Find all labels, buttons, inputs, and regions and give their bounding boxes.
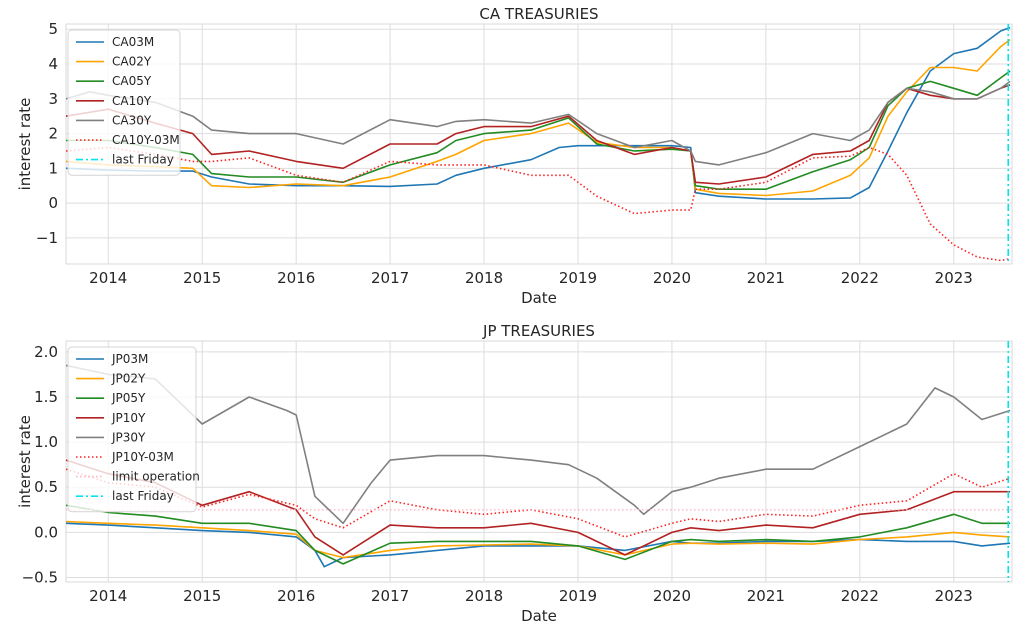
chart-title: JP TREASURIES xyxy=(482,322,595,340)
y-axis-label: interest rate xyxy=(16,98,34,191)
chart-title: CA TREASURIES xyxy=(479,5,598,23)
plot-series-group xyxy=(66,24,1011,264)
y-axis-label: interest rate xyxy=(16,415,34,508)
x-tick-label: 2018 xyxy=(465,587,503,605)
x-tick-label: 2021 xyxy=(747,587,785,605)
x-tick-label: 2016 xyxy=(277,587,315,605)
x-tick-label: 2022 xyxy=(841,269,879,287)
x-tick-label: 2021 xyxy=(747,269,785,287)
x-tick-label: 2014 xyxy=(89,269,127,287)
x-tick-label: 2022 xyxy=(841,587,879,605)
series-line-ca30y xyxy=(66,80,1011,166)
series-line-jp05y xyxy=(66,504,1011,565)
legend-label-limit-operation: limit operation xyxy=(112,470,200,484)
series-line-jp10y xyxy=(66,459,1011,556)
x-tick-label: 2023 xyxy=(935,587,973,605)
chart-jp-treasuries: −0.5 0.0 0.5 1.0 1.5 2.0 2014 2015 2016 2017 2018 2… xyxy=(16,322,1013,625)
y-tick-label: 5 xyxy=(48,20,58,38)
x-axis-label: Date xyxy=(521,289,557,307)
y-tick-label: 0.5 xyxy=(34,478,58,496)
x-axis-label: Date xyxy=(521,607,557,625)
legend-label-jp02y: JP02Y xyxy=(111,372,146,386)
x-tick-label: 2014 xyxy=(89,587,127,605)
legend-label-jp10y-03m: JP10Y-03M xyxy=(111,450,174,464)
x-tick-label: 2015 xyxy=(183,269,221,287)
x-tick-label: 2019 xyxy=(559,269,597,287)
legend-label-jp03m: JP03M xyxy=(111,352,148,366)
x-tick-label: 2017 xyxy=(371,269,409,287)
legend-label-last-friday: last Friday xyxy=(112,153,174,167)
legend-label-ca02y: CA02Y xyxy=(112,55,152,69)
y-tick-label: 2.0 xyxy=(34,343,58,361)
y-tick-label: 1 xyxy=(48,159,58,177)
legend-label-ca10y-03m: CA10Y-03M xyxy=(112,133,180,147)
chart-ca-treasuries: −1 0 1 2 3 4 5 2014 2015 2016 2017 2018 2019 2020 2021… xyxy=(16,5,1013,307)
x-tick-label: 2019 xyxy=(559,587,597,605)
legend-label-jp10y: JP10Y xyxy=(111,411,146,425)
series-line-jp10y-03m xyxy=(66,468,1011,538)
series-line-ca10y-03m xyxy=(66,146,1011,262)
y-tick-label: 1.5 xyxy=(34,388,58,406)
legend-label-ca30y: CA30Y xyxy=(112,113,152,127)
y-tick-label: 2 xyxy=(48,125,58,143)
y-tick-label: 1.0 xyxy=(34,433,58,451)
series-line-jp02y xyxy=(66,520,1011,559)
plot-series-group xyxy=(66,341,1012,582)
x-tick-label: 2023 xyxy=(935,269,973,287)
series-line-jp30y xyxy=(66,364,1011,525)
y-tick-label: −1 xyxy=(36,229,58,247)
y-tick-label: 3 xyxy=(48,90,58,108)
y-tick-label: 4 xyxy=(48,55,58,73)
x-tick-label: 2020 xyxy=(653,587,691,605)
legend-label-last-friday: last Friday xyxy=(112,489,174,503)
legend-label-jp30y: JP30Y xyxy=(111,430,146,444)
legend-box xyxy=(67,29,181,176)
legend-label-ca10y: CA10Y xyxy=(112,94,152,108)
y-tick-label: 0.0 xyxy=(34,523,58,541)
legend-label-jp05y: JP05Y xyxy=(111,391,146,405)
legend-label-ca05y: CA05Y xyxy=(112,74,152,88)
x-tick-label: 2016 xyxy=(277,269,315,287)
x-tick-label: 2017 xyxy=(371,587,409,605)
y-tick-label: −0.5 xyxy=(22,568,58,586)
x-tick-label: 2015 xyxy=(183,587,221,605)
y-tick-label: 0 xyxy=(48,194,58,212)
x-tick-label: 2020 xyxy=(653,269,691,287)
x-tick-label: 2018 xyxy=(465,269,503,287)
legend-label-ca03m: CA03M xyxy=(112,35,154,49)
legend-box xyxy=(67,346,197,513)
